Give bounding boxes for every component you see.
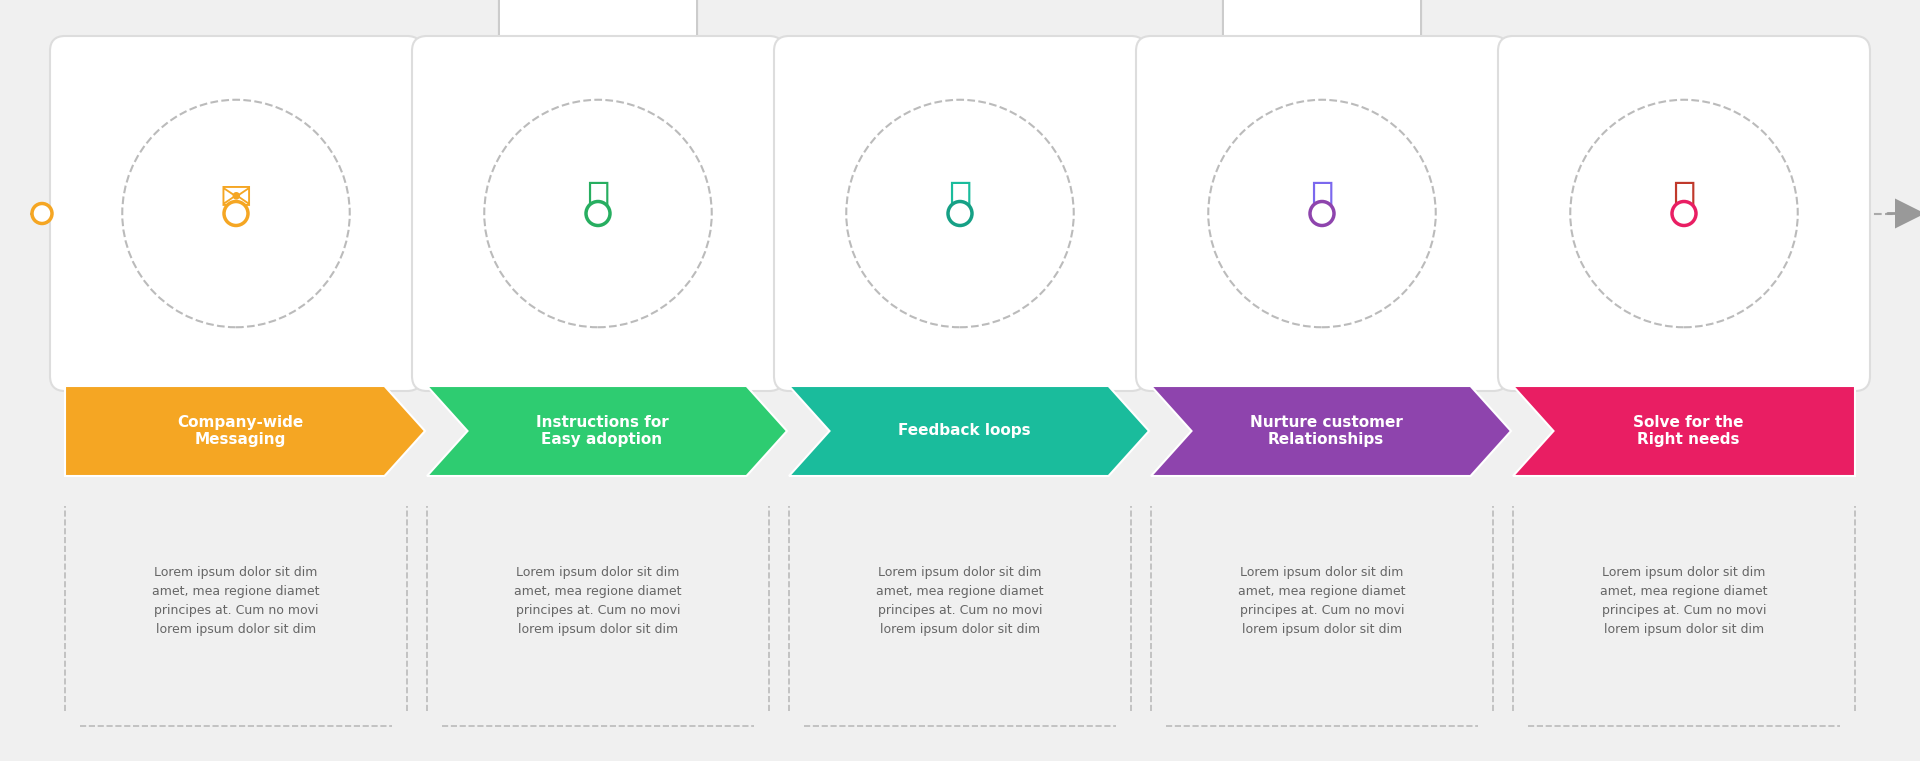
Text: Company-wide
Messaging: Company-wide Messaging xyxy=(177,415,303,447)
Text: Lorem ipsum dolor sit dim
amet, mea regione diamet
principes at. Cum no movi
lor: Lorem ipsum dolor sit dim amet, mea regi… xyxy=(515,566,682,636)
Text: ✉: ✉ xyxy=(219,180,252,218)
FancyBboxPatch shape xyxy=(774,36,1146,391)
Text: Instructions for
Easy adoption: Instructions for Easy adoption xyxy=(536,415,668,447)
Polygon shape xyxy=(1513,386,1855,476)
Circle shape xyxy=(225,202,248,225)
FancyBboxPatch shape xyxy=(1137,36,1507,391)
Text: Feedback loops: Feedback loops xyxy=(899,424,1031,438)
Text: Lorem ipsum dolor sit dim
amet, mea regione diamet
principes at. Cum no movi
lor: Lorem ipsum dolor sit dim amet, mea regi… xyxy=(152,566,321,636)
Polygon shape xyxy=(1150,386,1511,476)
Circle shape xyxy=(33,203,52,224)
Text: Nurture customer
Relationships: Nurture customer Relationships xyxy=(1250,415,1402,447)
Circle shape xyxy=(1309,202,1334,225)
Text: Lorem ipsum dolor sit dim
amet, mea regione diamet
principes at. Cum no movi
lor: Lorem ipsum dolor sit dim amet, mea regi… xyxy=(1238,566,1405,636)
Circle shape xyxy=(1672,202,1695,225)
FancyBboxPatch shape xyxy=(499,0,697,61)
Text: Solve for the
Right needs: Solve for the Right needs xyxy=(1632,415,1743,447)
FancyBboxPatch shape xyxy=(1498,36,1870,391)
Text: Lorem ipsum dolor sit dim
amet, mea regione diamet
principes at. Cum no movi
lor: Lorem ipsum dolor sit dim amet, mea regi… xyxy=(1599,566,1768,636)
FancyBboxPatch shape xyxy=(50,36,422,391)
Polygon shape xyxy=(789,386,1148,476)
Polygon shape xyxy=(1895,199,1920,228)
Text: 👥: 👥 xyxy=(1309,180,1334,218)
FancyBboxPatch shape xyxy=(413,36,783,391)
Text: 🔍: 🔍 xyxy=(948,180,972,218)
Polygon shape xyxy=(65,386,424,476)
Circle shape xyxy=(586,202,611,225)
FancyBboxPatch shape xyxy=(1223,0,1421,61)
Text: 💬: 💬 xyxy=(1672,180,1695,218)
Polygon shape xyxy=(426,386,787,476)
Text: 📋: 📋 xyxy=(586,180,611,218)
Text: Lorem ipsum dolor sit dim
amet, mea regione diamet
principes at. Cum no movi
lor: Lorem ipsum dolor sit dim amet, mea regi… xyxy=(876,566,1044,636)
Circle shape xyxy=(948,202,972,225)
